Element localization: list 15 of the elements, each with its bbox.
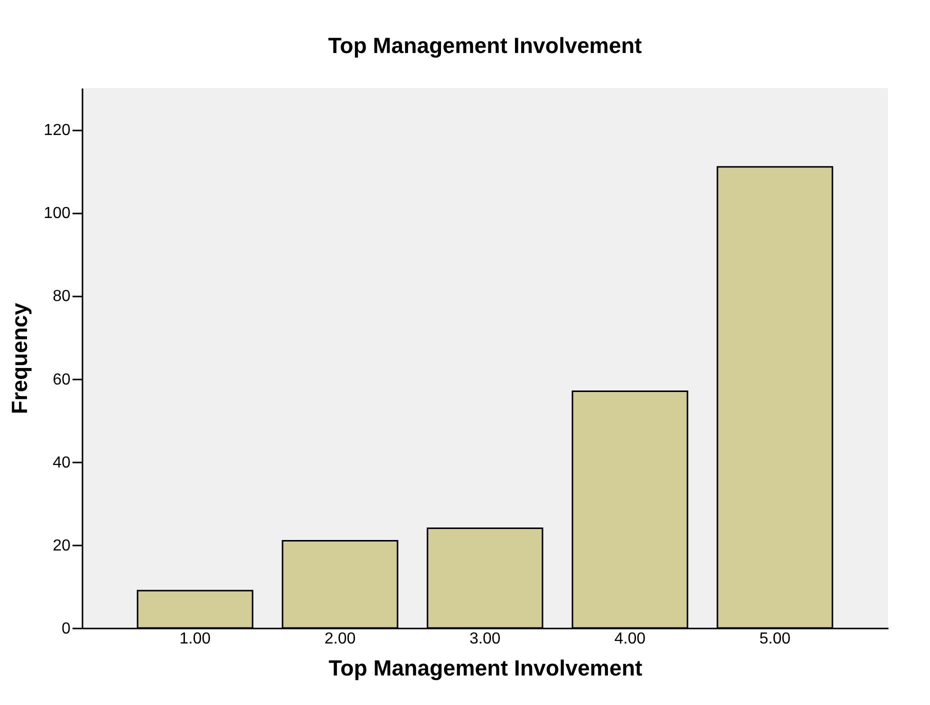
y-tick-label: 80 [52, 288, 71, 306]
y-tick-label: 60 [52, 371, 71, 388]
x-tick-label: 2.00 [324, 630, 356, 648]
y-tick-label: 0 [62, 620, 71, 638]
x-tick-label: 5.00 [759, 630, 791, 648]
x-tick-label: 3.00 [469, 630, 501, 648]
chart-title: Top Management Involvement [328, 33, 643, 58]
y-tick-label: 40 [52, 454, 71, 472]
y-tick-label: 120 [44, 122, 71, 140]
x-tick-label: 4.00 [614, 630, 646, 648]
x-axis-title: Top Management Involvement [328, 656, 644, 680]
y-tick-label: 20 [52, 537, 71, 554]
y-tick-label: 100 [44, 205, 71, 222]
y-axis-title: Frequency [6, 302, 32, 414]
x-tick-label: 1.00 [180, 630, 211, 648]
